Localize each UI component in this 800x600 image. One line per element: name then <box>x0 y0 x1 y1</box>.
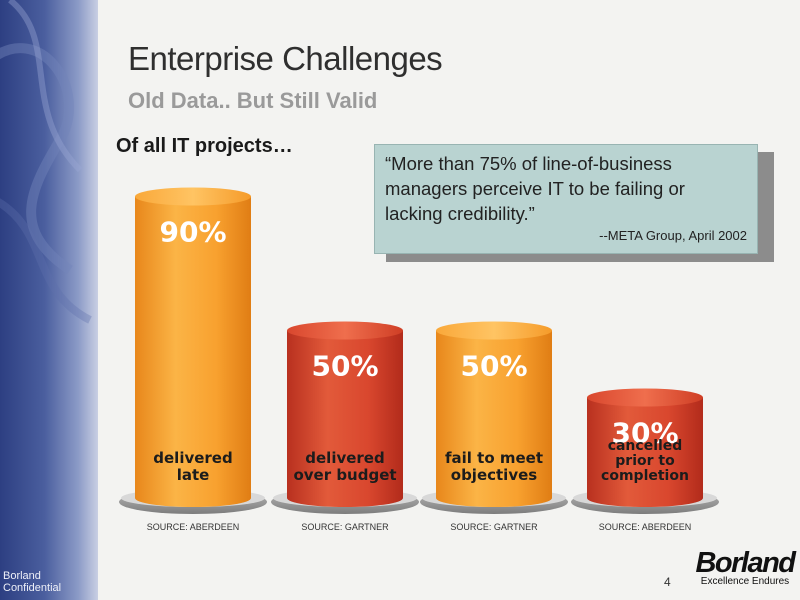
bar-value-label: 90% <box>159 216 226 249</box>
sidebar-decoration: Borland Confidential <box>0 0 98 600</box>
slide-subtitle: Old Data.. But Still Valid <box>128 88 378 113</box>
quote-box: “More than 75% of line-of-business manag… <box>374 144 758 254</box>
bar-category-label: over budget <box>293 466 396 484</box>
bar-category-label: prior to <box>615 453 675 469</box>
bar-value-label: 50% <box>460 350 527 383</box>
bar-source-label: SOURCE: ABERDEEN <box>599 522 692 532</box>
bar-category-label: delivered <box>305 449 384 467</box>
bar-top <box>135 187 251 206</box>
bar-category-label: delivered <box>153 449 232 467</box>
page-number: 4 <box>664 575 671 589</box>
slide-title: Enterprise Challenges <box>128 40 443 77</box>
bar-source-label: SOURCE: GARTNER <box>450 522 538 532</box>
lead-text: Of all IT projects… <box>116 135 293 157</box>
bar-category-label: cancelled <box>608 438 683 454</box>
bar-value-label: 50% <box>311 350 378 383</box>
bar-top <box>287 321 403 340</box>
bar-source-label: SOURCE: GARTNER <box>301 522 389 532</box>
confidential-label: Borland Confidential <box>3 570 62 594</box>
bar-category-label: objectives <box>451 466 538 484</box>
bar-top <box>587 388 703 407</box>
bar-category-label: completion <box>601 468 689 484</box>
bar-top <box>436 321 552 340</box>
logo-tagline: Excellence Endures <box>700 576 790 587</box>
borland-logo: Borland Excellence Endures <box>695 547 796 587</box>
quote-text: “More than 75% of line-of-business manag… <box>385 153 685 224</box>
bar <box>587 397 703 507</box>
bar <box>436 330 552 507</box>
bar <box>287 330 403 507</box>
bar-source-label: SOURCE: ABERDEEN <box>147 522 240 532</box>
sidebar-swirl-graphic <box>0 0 92 324</box>
bar-category-label: late <box>177 466 210 484</box>
logo-wordmark: Borland <box>695 547 796 579</box>
bar <box>135 196 251 507</box>
bar-value-label: 30% <box>611 417 678 450</box>
bar-category-label: fail to meet <box>445 449 543 467</box>
quote-attribution: --META Group, April 2002 <box>599 228 747 243</box>
